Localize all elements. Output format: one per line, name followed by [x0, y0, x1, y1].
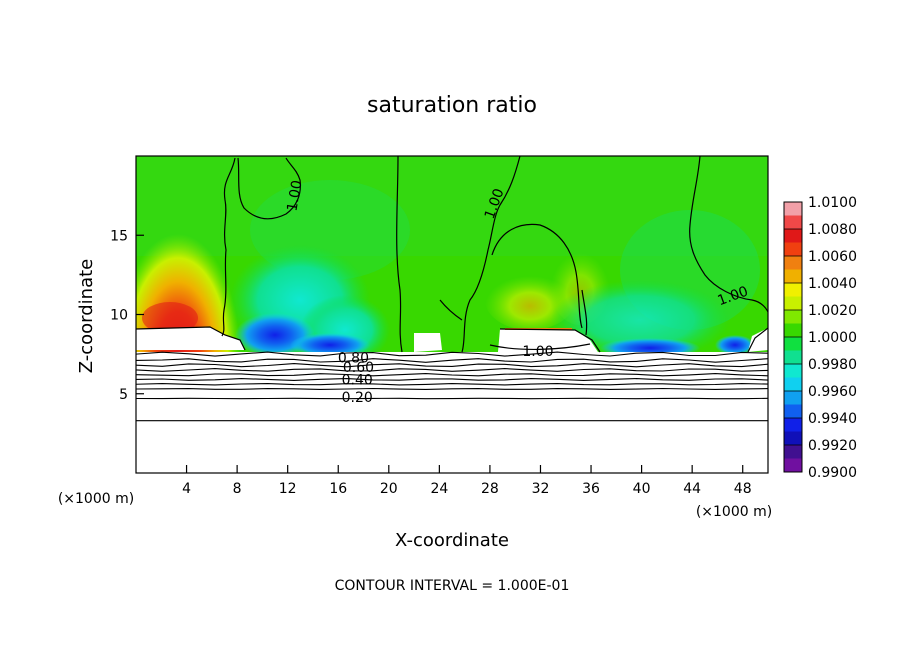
colorbar: 1.0100 1.0080 1.0060 1.0040 1.0020 1.0000 0.99…	[783, 195, 857, 481]
contour-1-00-dome	[491, 223, 583, 329]
colorbar-label: 1.0100	[808, 195, 857, 211]
contour-label: 1.00	[284, 179, 305, 212]
field-lower-layer	[136, 352, 768, 473]
x-tick-label: 24	[430, 481, 448, 497]
colorbar-band	[784, 350, 802, 365]
colorbar-label: 1.0020	[808, 303, 857, 319]
y-tick-label: 10	[110, 308, 128, 324]
contour-1-00-mid	[439, 299, 463, 321]
contour-label: 0.60	[343, 360, 374, 376]
stable-layer-contour	[136, 373, 768, 377]
colorbar-band	[784, 391, 802, 405]
colorbar-band	[784, 377, 802, 392]
colorbar-band	[784, 404, 802, 419]
x-tick-label: 16	[329, 481, 347, 497]
colorbar-band	[784, 283, 802, 297]
x-tick-label: 48	[734, 481, 752, 497]
cloud-patch-left	[136, 327, 245, 350]
stable-layer-contour	[136, 351, 768, 357]
contour-cloud-left	[136, 326, 246, 351]
colorbar-band	[784, 202, 802, 216]
y-axis-ticks: 5 10 15	[110, 228, 144, 403]
colorbar-band	[784, 337, 802, 351]
stable-layer-contour	[136, 368, 768, 372]
contour-label: 0.40	[342, 372, 373, 388]
x-tick-label: 28	[481, 481, 499, 497]
cloud-patch-center	[414, 333, 442, 352]
colorbar-label: 0.9960	[808, 384, 857, 400]
x-unit-right: (×1000 m)	[696, 504, 772, 520]
x-tick-label: 20	[380, 481, 398, 497]
contour-label: 1.00	[522, 344, 553, 360]
x-tick-label: 12	[279, 481, 297, 497]
x-tick-label: 44	[683, 481, 701, 497]
colorbar-band	[784, 242, 802, 257]
colorbar-band	[784, 229, 802, 243]
colorbar-band	[784, 445, 802, 459]
colorbar-label: 1.0080	[808, 222, 857, 238]
contour-1-00-right	[689, 156, 768, 313]
field-blue-region-2	[290, 333, 370, 357]
contour-label: 0.80	[338, 350, 369, 366]
colorbar-label: 0.9920	[808, 438, 857, 454]
field-blue-region-4	[715, 335, 755, 355]
colorbar-label: 0.9940	[808, 411, 857, 427]
contour-1-00-center-column	[396, 156, 403, 353]
x-tick-label: 32	[532, 481, 550, 497]
contour-1-00-upper-left	[237, 157, 301, 220]
x-axis-label: X-coordinate	[395, 530, 509, 551]
colorbar-label: 0.9980	[808, 357, 857, 373]
x-tick-label: 36	[582, 481, 600, 497]
colorbar-label: 1.0060	[808, 249, 857, 265]
stable-layer-contour	[136, 363, 768, 368]
colorbar-band	[784, 310, 802, 324]
stable-layer-contour	[136, 378, 768, 381]
contour-1-00-right-2	[581, 289, 588, 336]
colorbar-band	[784, 296, 802, 311]
contour-1-00-low-center	[489, 343, 591, 351]
stable-layer-contour	[136, 383, 768, 386]
y-axis-label: Z-coordinate	[76, 259, 97, 374]
chart-title: saturation ratio	[367, 93, 537, 118]
colorbar-band	[784, 364, 802, 378]
contour-interval-note: CONTOUR INTERVAL = 1.000E-01	[335, 578, 570, 594]
colorbar-band	[784, 269, 802, 284]
colorbar-label: 1.0000	[808, 330, 857, 346]
field-cyan-region-3	[550, 280, 730, 360]
cloud-patch-edge	[748, 328, 768, 352]
heatmap-field	[136, 156, 768, 473]
x-tick-label: 4	[182, 481, 191, 497]
contour-1-00-left	[221, 157, 236, 337]
colorbar-band	[784, 256, 802, 270]
contour-cloud-edge	[747, 327, 768, 353]
stable-layer-contour	[136, 387, 768, 390]
stable-layer-contour	[136, 358, 768, 363]
colorbar-band	[784, 431, 802, 446]
y-tick-label: 15	[110, 228, 128, 244]
colorbar-band	[784, 418, 802, 432]
stable-layer-contours	[136, 351, 768, 422]
y-tick-label: 5	[119, 387, 128, 403]
contour-1-00-center-2	[461, 156, 521, 353]
colorbar-label: 0.9900	[808, 465, 857, 481]
x-unit-left: (×1000 m)	[58, 491, 134, 507]
x-tick-label: 8	[233, 481, 242, 497]
field-upper-tint	[136, 156, 768, 256]
contour-label: 0.20	[342, 390, 373, 406]
colorbar-band	[784, 458, 802, 473]
x-tick-label: 40	[633, 481, 651, 497]
x-axis-ticks: 4 8 12 16 20 24 28 32 36 40 44 48	[182, 465, 752, 497]
colorbar-band	[784, 215, 802, 230]
contour-lines	[136, 156, 768, 353]
colorbar-label: 1.0040	[808, 276, 857, 292]
colorbar-band	[784, 323, 802, 338]
contour-cloud-right	[499, 328, 601, 353]
field-red-core	[142, 302, 198, 334]
